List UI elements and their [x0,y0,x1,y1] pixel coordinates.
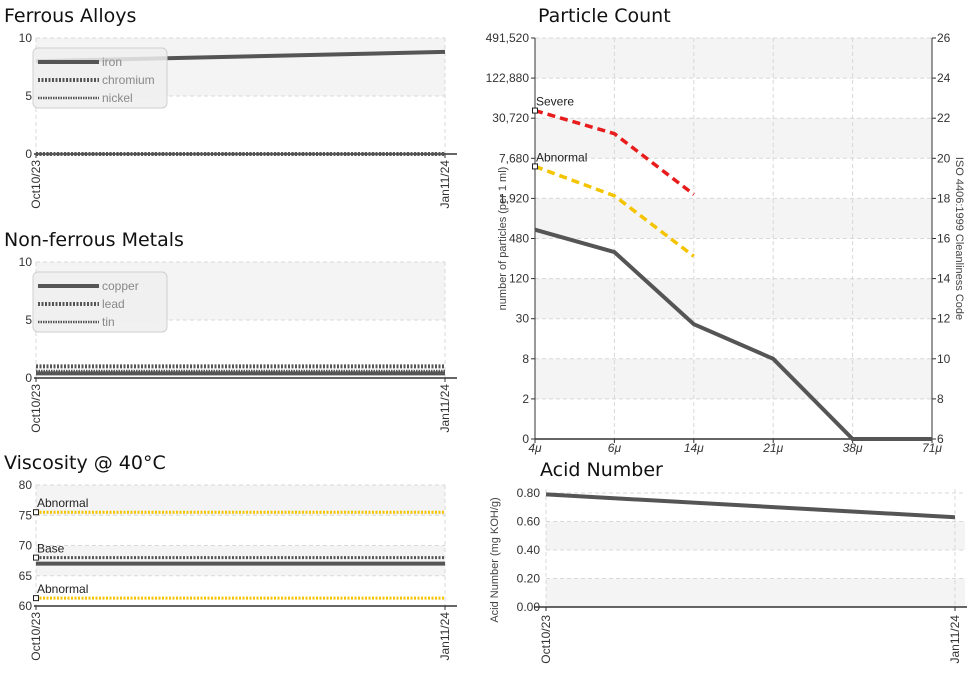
particle-y-tick: 480 [509,232,529,246]
nonferrous-x-tick: Jan11/24 [438,384,452,433]
ferrous-legend-label: nickel [102,91,133,105]
nonferrous-legend-label: tin [102,315,115,329]
ferrous-y-tick: 0 [25,147,32,161]
particle-y-tick: 0 [522,432,529,446]
particle-limit-label: Abnormal [536,150,587,164]
particle-x-tick: 6μ [608,441,622,455]
viscosity-y-tick: 80 [19,478,33,492]
viscosity-band [36,485,445,516]
particle-y-tick: 1,920 [499,191,529,205]
particle-y2-tick: 14 [937,272,951,286]
particle-y-tick: 491,520 [486,31,530,45]
particle-x-tick: 4μ [528,441,542,455]
particle-y-tick: 7,680 [499,151,529,165]
viscosity-ref-label: Abnormal [37,496,88,510]
particle-series [534,227,932,441]
viscosity-y-tick: 70 [19,539,33,553]
particle-y2-tick: 8 [937,392,944,406]
particle-y2-tick: 22 [937,111,951,125]
viscosity-band [36,545,445,576]
viscosity-title: Viscosity @ 40°C [4,452,166,474]
ferrous-x-tick: Oct10/23 [29,160,43,209]
particle-band [535,358,932,399]
viscosity-ref-label: Base [37,542,65,556]
acid-y-tick: 0.40 [517,543,541,557]
particle-limit-marker [532,107,538,114]
viscosity-y-tick: 65 [19,569,33,583]
particle-x-tick: 38μ [843,441,863,455]
viscosity-y-tick: 60 [19,599,33,613]
particle-limit-abnormal [534,164,695,258]
particle-y-tick: 30,720 [492,111,529,125]
particle-band [535,118,932,159]
ferrous-y-tick: 10 [19,31,33,45]
acid-y-tick: 0.60 [517,515,541,529]
ferrous-legend-label: iron [102,55,122,69]
ferrous-legend-label: chromium [102,73,155,87]
acid-y-tick: 0.00 [517,600,541,614]
acid-y-tick: 0.80 [517,486,541,500]
particle-y2-label: ISO 4406:1999 Cleanliness Code [953,157,965,320]
nonferrous-metals-title: Non-ferrous Metals [4,229,184,251]
nonferrous-legend-label: copper [102,279,139,293]
particle-y2-tick: 12 [937,312,951,326]
particle-y2-tick: 18 [937,191,951,205]
nonferrous-y-tick: 5 [25,313,32,327]
viscosity-x-tick: Oct10/23 [29,612,43,661]
ferrous-y-tick: 5 [25,89,32,103]
viscosity-y-tick: 75 [19,508,33,522]
particle-y-label: number of particles (per 1 ml) [497,167,509,311]
particle-x-tick: 71μ [922,441,942,455]
ferrous-alloys-title: Ferrous Alloys [4,5,137,27]
particle-limit-severe [534,108,695,196]
particle-y2-tick: 6 [937,432,944,446]
particle-y2-tick: 20 [937,151,951,165]
acid-series [545,492,956,520]
acid-x-tick: Jan11/24 [948,615,962,664]
ferrous-x-tick: Jan11/24 [438,160,452,209]
particle-band [535,38,932,79]
acid-y-label: Acid Number (mg KOH/g) [489,497,501,622]
particle-y-tick: 2 [522,392,529,406]
viscosity-ref-marker [33,509,39,516]
nonferrous-legend-label: lead [102,297,125,311]
particle-x-tick: 21μ [762,441,783,455]
particle-y-tick: 8 [522,352,529,366]
viscosity-ref-label: Abnormal [37,582,88,596]
particle-x-tick: 14μ [684,441,704,455]
particle-count-title: Particle Count [538,5,671,27]
viscosity-x-tick: Jan11/24 [438,612,452,661]
particle-y2-tick: 24 [937,71,951,85]
particle-y2-tick: 26 [937,31,951,45]
nonferrous-y-tick: 0 [25,371,32,385]
nonferrous-y-tick: 10 [19,255,33,269]
acid-x-tick: Oct10/23 [539,615,553,664]
acid-band [546,521,965,550]
particle-limit-label: Severe [536,95,574,109]
particle-band [535,278,932,319]
particle-y-tick: 30 [516,312,530,326]
particle-y2-tick: 10 [937,352,951,366]
particle-y2-tick: 16 [937,232,951,246]
particle-limit-marker [532,163,538,170]
acid-y-tick: 0.20 [517,572,541,586]
acid-number-title: Acid Number [540,459,663,481]
nonferrous-x-tick: Oct10/23 [29,384,43,433]
viscosity-ref-marker [33,595,39,602]
particle-y-tick: 120 [509,272,529,286]
particle-y-tick: 122,880 [486,71,530,85]
particle-band [535,198,932,239]
viscosity-ref-marker [33,554,39,561]
acid-band [546,578,965,607]
